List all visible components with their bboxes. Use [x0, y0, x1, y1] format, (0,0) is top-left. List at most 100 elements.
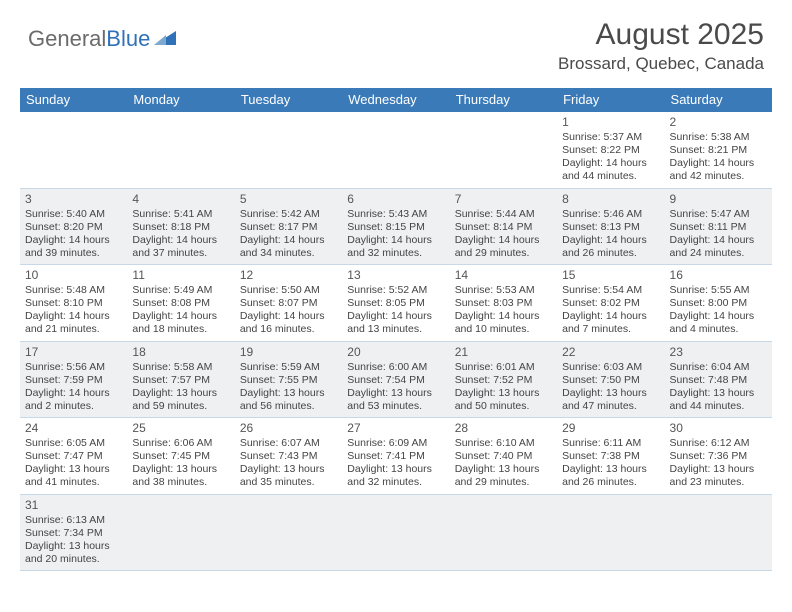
weeks-container: 1Sunrise: 5:37 AMSunset: 8:22 PMDaylight… — [20, 112, 772, 571]
info-line: and 4 minutes. — [670, 323, 767, 336]
info-line: Daylight: 14 hours — [240, 234, 337, 247]
info-line: Daylight: 13 hours — [25, 463, 122, 476]
info-line: Sunset: 7:52 PM — [455, 374, 552, 387]
day-cell: 22Sunrise: 6:03 AMSunset: 7:50 PMDayligh… — [557, 342, 664, 418]
week-row: 3Sunrise: 5:40 AMSunset: 8:20 PMDaylight… — [20, 189, 772, 266]
info-line: Daylight: 13 hours — [132, 387, 229, 400]
day-header-row: SundayMondayTuesdayWednesdayThursdayFrid… — [20, 88, 772, 112]
month-title: August 2025 — [558, 18, 764, 52]
info-line: Daylight: 14 hours — [240, 310, 337, 323]
info-line: and 37 minutes. — [132, 247, 229, 260]
info-line: Sunrise: 5:54 AM — [562, 284, 659, 297]
info-line: Sunset: 7:47 PM — [25, 450, 122, 463]
week-row: 1Sunrise: 5:37 AMSunset: 8:22 PMDaylight… — [20, 112, 772, 189]
day-cell: 4Sunrise: 5:41 AMSunset: 8:18 PMDaylight… — [127, 189, 234, 265]
info-line: Sunrise: 5:55 AM — [670, 284, 767, 297]
day-cell: 27Sunrise: 6:09 AMSunset: 7:41 PMDayligh… — [342, 418, 449, 494]
day-number: 11 — [132, 268, 229, 283]
title-block: August 2025 Brossard, Quebec, Canada — [558, 18, 764, 74]
info-line: and 42 minutes. — [670, 170, 767, 183]
day-cell: 10Sunrise: 5:48 AMSunset: 8:10 PMDayligh… — [20, 265, 127, 341]
info-line: Daylight: 13 hours — [562, 387, 659, 400]
day-number: 16 — [670, 268, 767, 283]
info-line: Sunset: 8:03 PM — [455, 297, 552, 310]
info-line: and 29 minutes. — [455, 247, 552, 260]
info-line: Daylight: 13 hours — [670, 387, 767, 400]
week-row: 24Sunrise: 6:05 AMSunset: 7:47 PMDayligh… — [20, 418, 772, 495]
info-line: Sunrise: 5:40 AM — [25, 208, 122, 221]
info-line: Sunrise: 5:58 AM — [132, 361, 229, 374]
day-cell: 16Sunrise: 5:55 AMSunset: 8:00 PMDayligh… — [665, 265, 772, 341]
day-header: Thursday — [450, 88, 557, 112]
info-line: Daylight: 14 hours — [347, 234, 444, 247]
info-line: Sunrise: 5:46 AM — [562, 208, 659, 221]
info-line: Daylight: 13 hours — [132, 463, 229, 476]
info-line: Daylight: 14 hours — [670, 234, 767, 247]
header: GeneralBlue August 2025 Brossard, Quebec… — [0, 0, 792, 82]
info-line: Sunset: 7:36 PM — [670, 450, 767, 463]
info-line: Sunset: 7:41 PM — [347, 450, 444, 463]
day-cell — [235, 495, 342, 571]
info-line: Sunset: 8:17 PM — [240, 221, 337, 234]
day-number: 28 — [455, 421, 552, 436]
info-line: and 50 minutes. — [455, 400, 552, 413]
info-line: and 41 minutes. — [25, 476, 122, 489]
day-cell: 25Sunrise: 6:06 AMSunset: 7:45 PMDayligh… — [127, 418, 234, 494]
info-line: Daylight: 14 hours — [132, 310, 229, 323]
info-line: Daylight: 14 hours — [562, 157, 659, 170]
info-line: Daylight: 14 hours — [455, 234, 552, 247]
info-line: Daylight: 13 hours — [562, 463, 659, 476]
info-line: and 16 minutes. — [240, 323, 337, 336]
info-line: Sunset: 7:45 PM — [132, 450, 229, 463]
day-header: Wednesday — [342, 88, 449, 112]
info-line: Sunset: 8:08 PM — [132, 297, 229, 310]
day-number: 22 — [562, 345, 659, 360]
day-number: 29 — [562, 421, 659, 436]
day-number: 31 — [25, 498, 122, 513]
day-cell — [342, 112, 449, 188]
info-line: and 35 minutes. — [240, 476, 337, 489]
info-line: and 38 minutes. — [132, 476, 229, 489]
info-line: Daylight: 13 hours — [240, 463, 337, 476]
info-line: Sunrise: 5:47 AM — [670, 208, 767, 221]
day-cell — [342, 495, 449, 571]
info-line: Sunset: 8:10 PM — [25, 297, 122, 310]
day-number: 21 — [455, 345, 552, 360]
day-cell: 18Sunrise: 5:58 AMSunset: 7:57 PMDayligh… — [127, 342, 234, 418]
info-line: Sunrise: 6:13 AM — [25, 514, 122, 527]
day-number: 12 — [240, 268, 337, 283]
week-row: 17Sunrise: 5:56 AMSunset: 7:59 PMDayligh… — [20, 342, 772, 419]
info-line: Sunset: 8:11 PM — [670, 221, 767, 234]
info-line: Sunset: 7:50 PM — [562, 374, 659, 387]
day-cell: 31Sunrise: 6:13 AMSunset: 7:34 PMDayligh… — [20, 495, 127, 571]
day-number: 27 — [347, 421, 444, 436]
day-number: 14 — [455, 268, 552, 283]
day-cell: 2Sunrise: 5:38 AMSunset: 8:21 PMDaylight… — [665, 112, 772, 188]
day-cell: 20Sunrise: 6:00 AMSunset: 7:54 PMDayligh… — [342, 342, 449, 418]
day-cell: 5Sunrise: 5:42 AMSunset: 8:17 PMDaylight… — [235, 189, 342, 265]
day-number: 13 — [347, 268, 444, 283]
info-line: Sunset: 8:00 PM — [670, 297, 767, 310]
day-cell: 11Sunrise: 5:49 AMSunset: 8:08 PMDayligh… — [127, 265, 234, 341]
day-number: 30 — [670, 421, 767, 436]
info-line: Daylight: 13 hours — [25, 540, 122, 553]
day-cell: 29Sunrise: 6:11 AMSunset: 7:38 PMDayligh… — [557, 418, 664, 494]
day-cell: 8Sunrise: 5:46 AMSunset: 8:13 PMDaylight… — [557, 189, 664, 265]
info-line: Sunrise: 6:07 AM — [240, 437, 337, 450]
info-line: Sunrise: 5:50 AM — [240, 284, 337, 297]
info-line: Sunrise: 5:59 AM — [240, 361, 337, 374]
logo-sail-icon — [152, 27, 178, 47]
info-line: Sunset: 8:14 PM — [455, 221, 552, 234]
info-line: Sunset: 8:05 PM — [347, 297, 444, 310]
info-line: and 44 minutes. — [670, 400, 767, 413]
info-line: Sunset: 7:54 PM — [347, 374, 444, 387]
info-line: Daylight: 13 hours — [347, 387, 444, 400]
day-number: 2 — [670, 115, 767, 130]
info-line: Sunset: 7:40 PM — [455, 450, 552, 463]
info-line: Daylight: 14 hours — [670, 310, 767, 323]
info-line: and 13 minutes. — [347, 323, 444, 336]
info-line: Daylight: 14 hours — [25, 234, 122, 247]
info-line: Sunset: 8:21 PM — [670, 144, 767, 157]
info-line: and 53 minutes. — [347, 400, 444, 413]
day-cell: 12Sunrise: 5:50 AMSunset: 8:07 PMDayligh… — [235, 265, 342, 341]
